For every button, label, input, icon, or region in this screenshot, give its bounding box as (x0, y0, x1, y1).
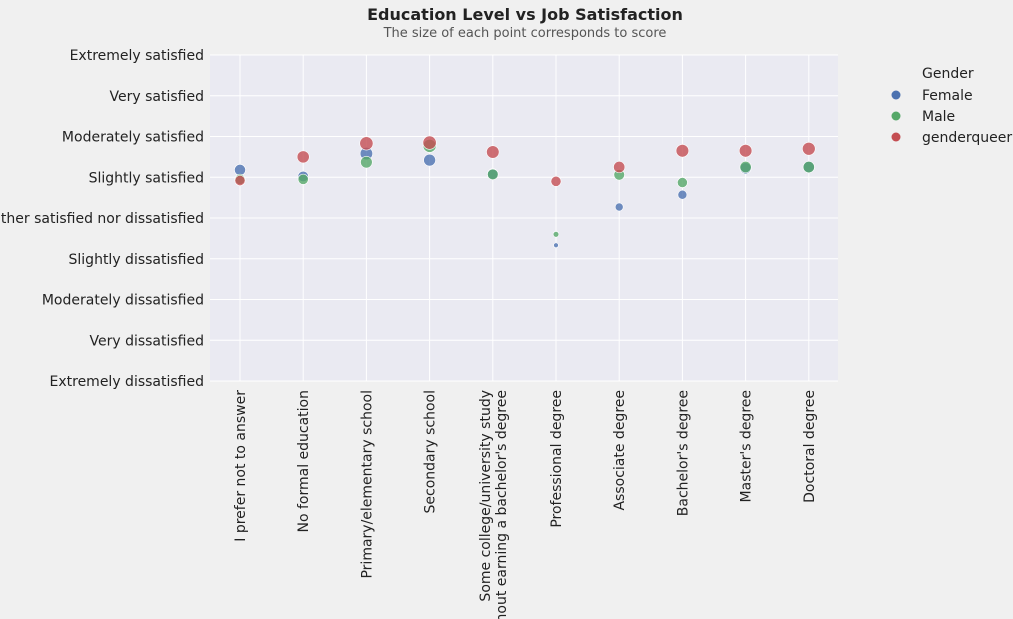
data-point (423, 153, 436, 167)
x-tick-label-line: Professional degree (549, 390, 565, 528)
y-tick-label: Slightly satisfied (89, 170, 204, 186)
x-tick-label: No formal education (296, 390, 312, 533)
legend-label: Male (922, 109, 955, 125)
x-tick-label: Professional degree (549, 390, 565, 528)
data-point (738, 144, 753, 158)
x-tick-label-line: Secondary school (423, 390, 439, 513)
x-tick-label: Doctoral degree (802, 390, 818, 503)
x-tick-label: Secondary school (423, 390, 439, 513)
data-point (550, 175, 562, 187)
legend: Gender Female Male genderqueer (891, 66, 1012, 146)
y-tick-label: Neither satisfied nor dissatisfied (0, 211, 204, 227)
data-point (613, 161, 626, 174)
data-point (802, 161, 815, 174)
y-tick-label: Very dissatisfied (89, 333, 204, 349)
x-tick-label-line: No formal education (296, 390, 312, 533)
x-tick-label: Bachelor's degree (675, 390, 691, 516)
x-tick-label-line: Associate degree (612, 390, 628, 511)
data-point (553, 242, 559, 249)
x-tick-label: Some college/university study without ear… (478, 390, 510, 619)
data-point (552, 231, 560, 238)
chart-title: Education Level vs Job Satisfaction (367, 5, 683, 24)
data-points (234, 135, 816, 249)
data-point (802, 141, 816, 156)
data-point (360, 155, 373, 169)
x-tick-label: Associate degree (612, 390, 628, 511)
x-tick-label-line: Master's degree (739, 390, 755, 502)
data-point (739, 161, 752, 174)
y-tick-label: Extremely satisfied (70, 48, 204, 64)
y-tick-label: Very satisfied (110, 89, 204, 105)
x-tick-label-line: Primary/elementary school (359, 390, 375, 579)
x-tick-label-line: without earning a bachelor's degree (494, 390, 510, 619)
y-tick-label: Moderately dissatisfied (42, 293, 204, 309)
data-point (296, 150, 310, 164)
y-tick-label: Moderately satisfied (62, 130, 204, 146)
data-point (614, 202, 624, 212)
data-point (234, 175, 246, 186)
x-tick-label: I prefer not to answer (233, 390, 249, 542)
x-tick-label-line: Doctoral degree (802, 390, 818, 503)
data-point (677, 189, 688, 200)
x-tick-label-line: Some college/university study (478, 390, 494, 602)
x-tick-label-line: I prefer not to answer (233, 390, 249, 542)
legend-marker (891, 111, 901, 121)
data-point (487, 168, 499, 181)
y-tick-label: Extremely dissatisfied (50, 374, 205, 390)
legend-marker (891, 132, 901, 142)
legend-label: genderqueer (922, 130, 1012, 146)
chart-subtitle: The size of each point corresponds to sc… (383, 26, 667, 41)
data-point (422, 135, 437, 150)
x-tick-labels: I prefer not to answer No formal educatio… (233, 390, 818, 619)
data-point (234, 164, 246, 176)
y-tick-label: Slightly dissatisfied (69, 252, 204, 268)
data-point (675, 144, 690, 158)
data-point (359, 136, 374, 151)
grid-lines (210, 54, 838, 382)
data-point (677, 177, 688, 188)
x-tick-label: Primary/elementary school (359, 390, 375, 579)
data-point (297, 173, 309, 185)
legend-title: Gender (922, 66, 974, 82)
x-tick-label: Master's degree (739, 390, 755, 502)
data-point (486, 145, 500, 159)
x-tick-label-line: Bachelor's degree (675, 390, 691, 516)
legend-label: Female (922, 88, 973, 104)
legend-marker (891, 90, 901, 100)
y-tick-labels: Extremely dissatisfied Very dissatisfied M… (0, 48, 204, 390)
